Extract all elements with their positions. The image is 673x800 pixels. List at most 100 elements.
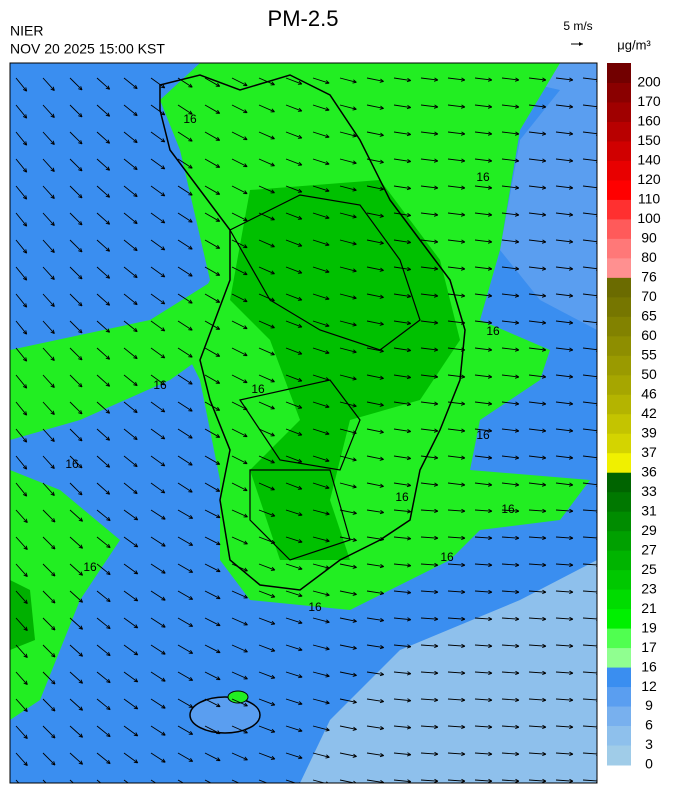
wind-arrow xyxy=(447,697,466,703)
wind-arrow xyxy=(420,401,439,406)
colorbar-label: 29 xyxy=(641,522,657,538)
wind-arrow xyxy=(447,535,466,541)
wind-arrow xyxy=(258,266,275,275)
wind-arrow xyxy=(555,697,574,703)
wind-arrow xyxy=(150,617,166,628)
wind-arrow xyxy=(123,698,139,710)
wind-arrow xyxy=(474,185,493,190)
wind-arrow xyxy=(447,347,466,352)
wind-arrow xyxy=(420,374,439,379)
wind-arrow xyxy=(474,508,493,514)
wind-arrow xyxy=(150,509,166,520)
colorbar-segment xyxy=(607,550,631,571)
wind-arrow xyxy=(420,320,439,325)
contour-label: 16 xyxy=(83,560,97,574)
wind-arrow xyxy=(501,589,520,595)
wind-arrow xyxy=(15,644,28,659)
colorbar-segment xyxy=(607,83,631,103)
wind-arrow xyxy=(15,428,28,443)
wind-arrow xyxy=(231,212,248,222)
low-region xyxy=(440,63,597,330)
wind-arrow xyxy=(366,320,384,326)
colorbar-label: 140 xyxy=(637,152,661,168)
wind-arrow xyxy=(366,617,385,623)
wind-arrow xyxy=(339,239,357,246)
wind-arrow xyxy=(204,428,221,438)
colorbar-label: 200 xyxy=(637,74,661,90)
wind-arrow xyxy=(420,455,439,460)
wind-arrow xyxy=(150,563,166,574)
wind-arrow xyxy=(501,697,520,703)
wind-arrow xyxy=(96,104,111,117)
colorbar-segment xyxy=(607,63,631,84)
wind-arrow xyxy=(123,644,139,656)
wind-arrow xyxy=(15,185,28,200)
wind-arrow xyxy=(285,563,303,571)
wind-arrow xyxy=(555,239,574,244)
wind-arrow xyxy=(123,266,138,279)
wind-arrow xyxy=(285,590,303,598)
wind-arrow xyxy=(285,509,303,517)
wind-arrow xyxy=(339,617,357,623)
colorbar-segment xyxy=(607,726,631,747)
wind-arrow xyxy=(42,644,56,658)
timestamp: NOV 20 2025 15:00 KST xyxy=(10,41,165,57)
wind-arrow xyxy=(528,104,547,109)
wind-arrow xyxy=(366,590,385,596)
wind-arrow xyxy=(258,185,275,194)
wind-arrow xyxy=(528,428,547,433)
wind-arrow xyxy=(447,455,466,460)
wind-arrow xyxy=(312,563,330,570)
wind-arrow xyxy=(285,725,303,733)
jeju-peak xyxy=(227,690,249,704)
wind-arrow xyxy=(312,590,330,597)
colorbar-segment xyxy=(607,706,631,727)
wind-arrow xyxy=(366,374,384,380)
wind-arrow xyxy=(528,482,547,487)
wind-arrow xyxy=(366,536,385,542)
wind-arrow xyxy=(339,509,357,515)
wind-arrow xyxy=(312,644,330,651)
wind-arrow xyxy=(15,617,28,632)
wind-arrow xyxy=(204,401,221,411)
wind-arrow xyxy=(177,536,194,546)
wind-arrow xyxy=(231,563,248,572)
wind-arrow xyxy=(420,643,439,649)
wind-arrow xyxy=(177,509,194,519)
wind-arrow xyxy=(339,644,357,650)
wind-arrow xyxy=(285,428,303,436)
wind-arrow xyxy=(312,185,330,193)
wind-arrow xyxy=(231,752,248,761)
wind-arrow xyxy=(393,644,412,649)
wind-arrow xyxy=(150,239,166,251)
wind-arrow xyxy=(177,725,194,735)
wind-arrow xyxy=(501,616,520,622)
wind-arrow xyxy=(528,320,547,325)
wind-arrow xyxy=(285,293,303,301)
wind-arrow xyxy=(528,455,547,460)
wind-arrow xyxy=(42,752,56,766)
wind-arrow xyxy=(258,563,276,571)
wind-arrow xyxy=(420,724,439,730)
wind-arrow xyxy=(150,752,166,763)
wind-arrow xyxy=(285,158,303,166)
wind-arrow xyxy=(555,212,574,217)
wind-arrow xyxy=(474,131,493,136)
contour-label: 16 xyxy=(476,170,490,184)
wind-arrow xyxy=(366,158,384,164)
wind-arrow xyxy=(15,266,28,281)
wind-arrow xyxy=(42,401,55,416)
colorbar-label: 50 xyxy=(641,366,657,382)
wind-arrow xyxy=(231,455,248,465)
wind-arrow xyxy=(96,212,111,225)
colorbar-label: 160 xyxy=(637,113,661,129)
wind-arrow xyxy=(393,671,412,676)
wind-arrow xyxy=(123,536,139,548)
wind-arrow xyxy=(150,590,166,601)
wind-arrow xyxy=(258,293,275,302)
map: 16 16 16 16 16 16 16 16 16 16 16 16 xyxy=(9,62,598,784)
wind-arrow xyxy=(528,778,547,783)
contour-label: 16 xyxy=(395,490,409,504)
wind-arrow xyxy=(447,616,466,622)
colorbar-segment xyxy=(607,121,631,142)
